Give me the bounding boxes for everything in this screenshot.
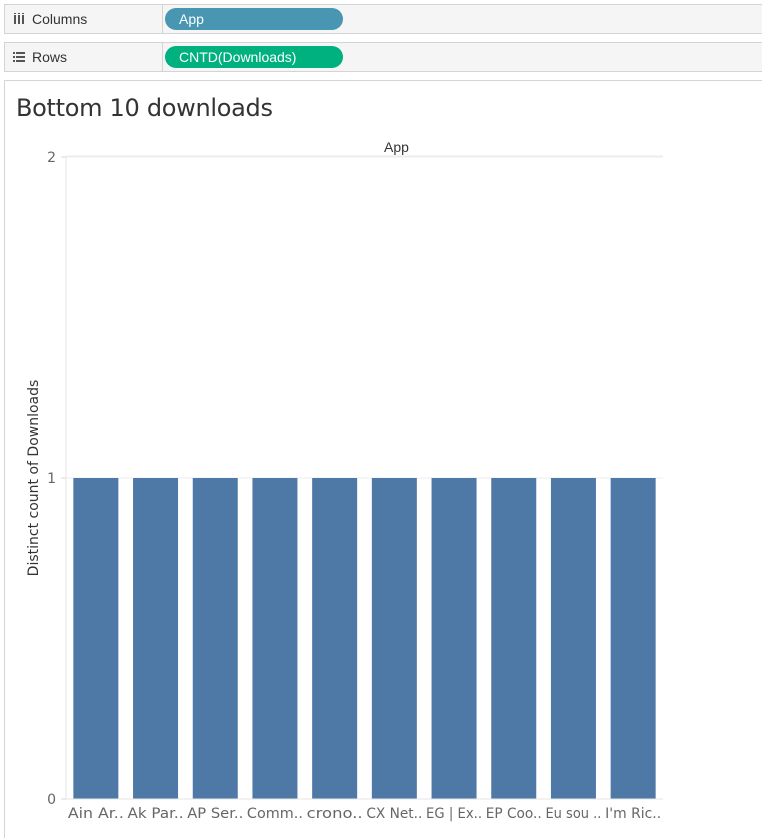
rows-pill-cntd-downloads[interactable]: CNTD(Downloads) — [165, 46, 343, 68]
bar — [312, 478, 358, 799]
rows-shelf: Rows CNTD(Downloads) — [4, 42, 762, 72]
x-tick-label: crono.. — [307, 806, 363, 822]
columns-shelf-label: Columns — [32, 11, 88, 27]
columns-icon — [9, 13, 29, 25]
bar — [192, 478, 238, 799]
y-tick-label: 0 — [47, 792, 56, 808]
x-tick-label: Ain Ar.. — [68, 806, 124, 822]
columns-shelf-label-cell: Columns — [5, 5, 162, 33]
x-tick-label: Eu sou .. — [545, 806, 601, 822]
x-tick-label: EP Coo.. — [486, 806, 542, 822]
rows-shelf-divider — [162, 43, 163, 71]
x-tick-label: I'm Ric.. — [605, 806, 661, 822]
bar — [371, 478, 417, 799]
x-tick-label: Ak Par.. — [128, 806, 184, 822]
bar — [491, 478, 537, 799]
columns-pill-app[interactable]: App — [165, 8, 343, 30]
sheet-title: Bottom 10 downloads — [16, 94, 273, 122]
rows-shelf-label: Rows — [32, 49, 68, 65]
y-tick-label: 2 — [47, 150, 56, 166]
x-tick-label: AP Ser.. — [187, 806, 243, 822]
bar — [133, 478, 179, 799]
y-tick-label: 1 — [47, 471, 56, 487]
rows-icon — [9, 51, 29, 63]
bar — [431, 478, 477, 799]
y-axis-title: Distinct count of Downloads — [26, 380, 42, 577]
x-tick-label: EG | Ex.. — [426, 806, 482, 822]
bar — [550, 478, 596, 799]
bar — [610, 478, 656, 799]
bar — [252, 478, 298, 799]
rows-shelf-label-cell: Rows — [5, 43, 162, 71]
x-axis-title: App — [384, 139, 409, 155]
x-tick-label: Comm.. — [247, 806, 303, 822]
bar — [73, 478, 119, 799]
columns-shelf-divider — [162, 5, 163, 33]
x-tick-label: CX Net.. — [366, 806, 422, 822]
columns-shelf: Columns App — [4, 4, 762, 34]
